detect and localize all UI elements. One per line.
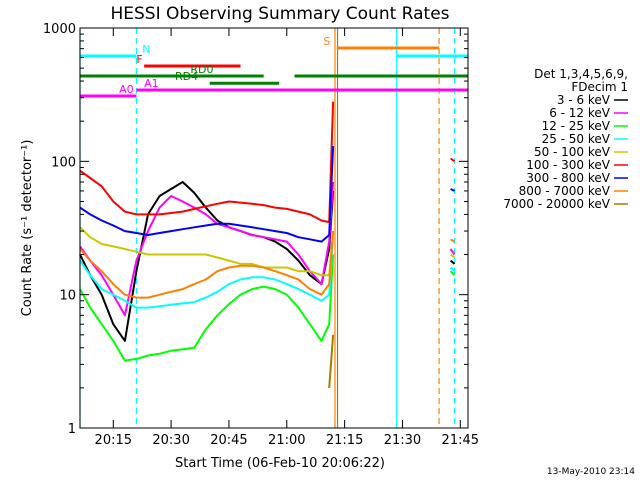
series-line-3 (79, 231, 335, 309)
series-line-6 (79, 146, 335, 243)
series-line-4 (79, 226, 335, 277)
legend-label-4: 50 - 100 keV (534, 145, 611, 159)
legend-label-8: 7000 - 20000 keV (503, 197, 610, 211)
x-axis-label: Start Time (06-Feb-10 20:06:22) (175, 456, 385, 471)
legend-header-0: Det 1,3,4,5,6,9, (534, 67, 628, 81)
series-end-line-5 (450, 157, 456, 163)
series-end-line-1 (449, 248, 456, 256)
state-label-a1: A1 (144, 77, 159, 90)
y-tick-label-3: 1000 (43, 22, 76, 37)
x-tick-label-6: 21:45 (442, 433, 479, 448)
series-line-8 (328, 334, 335, 388)
x-tick-label-2: 20:45 (210, 433, 247, 448)
legend-label-0: 3 - 6 keV (557, 93, 611, 107)
legend-label-5: 100 - 300 keV (526, 158, 610, 172)
state-label-s: S (323, 35, 330, 48)
state-label-n: N (142, 43, 150, 56)
legend-label-6: 300 - 800 keV (526, 171, 610, 185)
series-end-line-6 (450, 188, 455, 192)
series-end-line-2 (449, 270, 456, 276)
y-tick-label-2: 100 (51, 155, 76, 170)
series-line-1 (79, 181, 335, 317)
x-tick-label-4: 21:15 (326, 433, 363, 448)
x-tick-label-0: 20:15 (95, 433, 132, 448)
legend-label-1: 6 - 12 keV (549, 106, 611, 120)
plot-frame (79, 27, 469, 429)
x-tick-label-5: 21:30 (384, 433, 421, 448)
series-end-line-4 (449, 253, 456, 259)
series-line-2 (79, 254, 335, 362)
footer-date: 13-May-2010 23:14 (547, 467, 635, 477)
chart-title: HESSI Observing Summary Count Rates (110, 4, 449, 24)
series-end-line-3 (449, 266, 456, 272)
legend-label-7: 800 - 7000 keV (519, 184, 611, 198)
series-end-line-0 (449, 259, 456, 265)
state-label-rd0: RD0 (190, 63, 213, 76)
series-line-5 (79, 101, 335, 224)
series-line-0 (79, 181, 335, 342)
legend-label-3: 25 - 50 keV (542, 132, 611, 146)
state-label-a0: A0 (119, 83, 134, 96)
state-label-f: F (136, 53, 142, 66)
y-tick-label-0: 1 (68, 422, 76, 437)
legend-label-2: 12 - 25 keV (542, 119, 611, 133)
series-end-line-7 (450, 238, 456, 243)
y-axis-label: Count Rate (s⁻¹ detector⁻¹) (20, 140, 35, 317)
y-tick-label-1: 10 (59, 289, 76, 304)
x-tick-label-3: 21:00 (268, 433, 305, 448)
legend-header-1: FDecim 1 (571, 80, 628, 94)
x-tick-label-1: 20:30 (152, 433, 189, 448)
state-label-rd4: RD4 (175, 70, 198, 83)
series-line-7 (79, 231, 335, 299)
